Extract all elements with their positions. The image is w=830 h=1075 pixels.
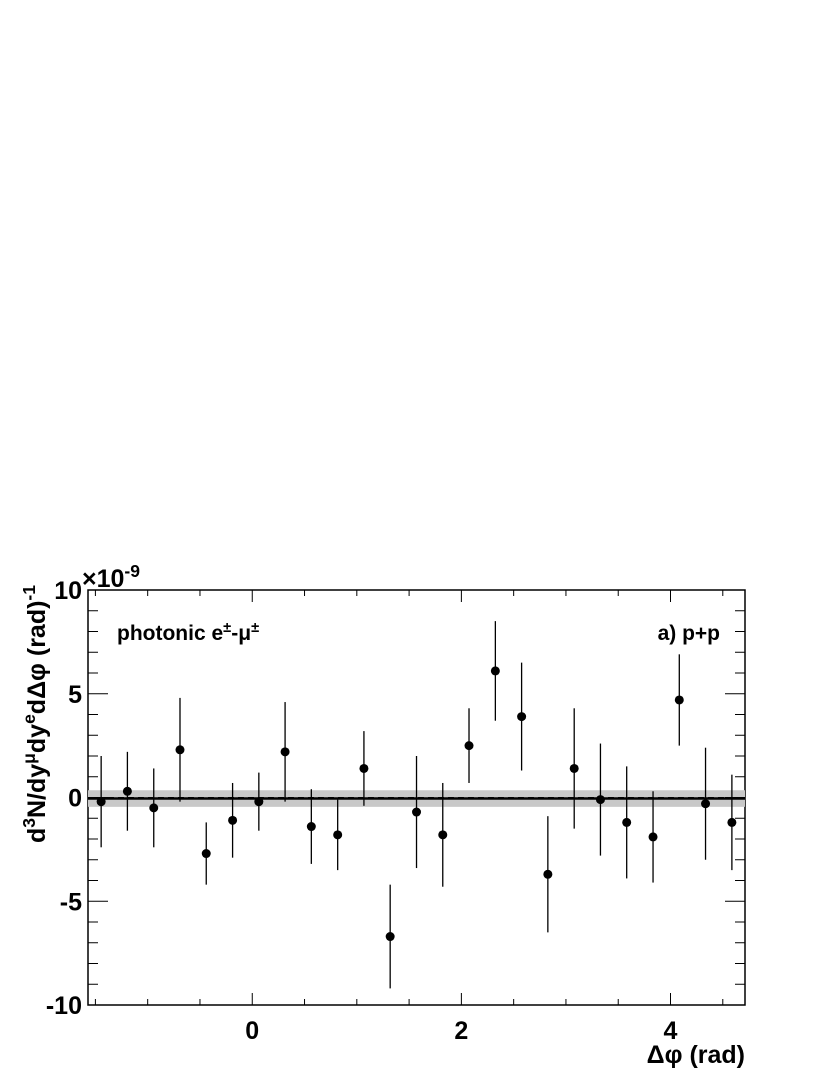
- y-tick-label: -10: [46, 992, 82, 1020]
- y-tick-label: 5: [68, 681, 82, 709]
- data-point: [569, 763, 579, 773]
- data-point: [96, 797, 106, 807]
- y-tick-label: 10: [54, 577, 82, 605]
- data-point: [201, 849, 211, 859]
- data-point: [254, 797, 264, 807]
- y-tick-label: 0: [68, 785, 82, 813]
- data-point: [648, 832, 658, 842]
- y-axis-label: d3N/dyμdyedΔφ (rad)-1: [19, 585, 51, 843]
- annotation-part: photonic e: [117, 622, 223, 645]
- data-point: [149, 803, 159, 813]
- data-point: [701, 799, 711, 809]
- data-point: [595, 795, 605, 805]
- x-tick-label: 4: [664, 1017, 678, 1045]
- y-axis-label-part: N/dy: [23, 764, 51, 818]
- data-point: [517, 712, 527, 722]
- y-axis-label-part: -1: [19, 585, 39, 601]
- y-axis-label-part: 3: [19, 818, 39, 828]
- annotation: photonic e±-μ±: [117, 620, 259, 645]
- y-axis-label-part: dΔφ (rad): [23, 601, 51, 715]
- axis-multiplier-part: -9: [124, 561, 140, 581]
- y-axis-label-part: dy: [23, 724, 51, 753]
- data-point: [306, 822, 316, 832]
- y-tick-label: -5: [60, 888, 82, 916]
- y-axis-label-part: d: [23, 828, 51, 843]
- data-point: [359, 763, 369, 773]
- data-point: [280, 747, 290, 757]
- y-axis-label-part: μ: [19, 753, 39, 764]
- x-axis-label: Δφ (rad): [647, 1041, 745, 1069]
- annotation-part: ±: [223, 620, 231, 636]
- data-point: [228, 815, 238, 825]
- data-point: [385, 932, 395, 942]
- data-point: [622, 817, 632, 827]
- data-point: [412, 807, 422, 817]
- data-point: [727, 817, 737, 827]
- x-tick-label: 2: [454, 1017, 468, 1045]
- data-point: [175, 745, 185, 755]
- data-point: [438, 830, 448, 840]
- data-point: [122, 786, 132, 796]
- annotation-part: -μ: [231, 622, 251, 645]
- x-tick-label: 0: [245, 1017, 259, 1045]
- y-axis-label-part: e: [19, 714, 39, 724]
- data-point: [333, 830, 343, 840]
- axis-multiplier-part: ×10: [82, 565, 124, 593]
- axis-multiplier: ×10-9: [82, 561, 140, 593]
- data-point: [490, 666, 500, 676]
- data-point: [464, 741, 474, 751]
- annotation-part: ±: [251, 620, 259, 636]
- data-point: [674, 695, 684, 705]
- chart-title: a) p+p: [658, 622, 720, 645]
- data-point: [543, 869, 553, 879]
